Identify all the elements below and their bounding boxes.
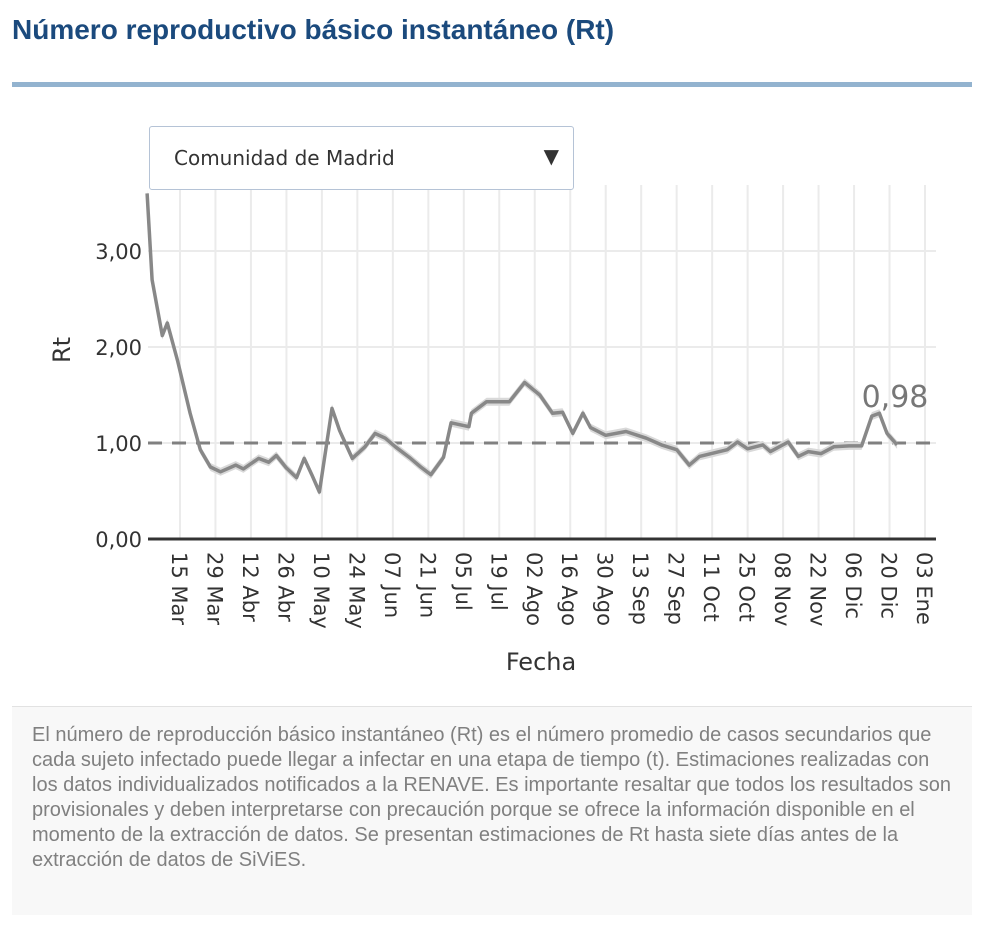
x-tick-label: 24 May bbox=[344, 552, 368, 629]
x-tick-label: 21 Jun bbox=[415, 552, 439, 618]
confidence-band bbox=[147, 189, 898, 496]
y-tick-labels: 0,00 1,00 2,00 3,00 bbox=[95, 240, 142, 552]
x-tick-label: 29 Mar bbox=[202, 552, 226, 625]
x-tick-label: 03 Ene bbox=[912, 552, 936, 625]
x-tick-labels: 15 Mar 29 Mar 12 Abr 26 Abr 10 May 24 May 07 J… bbox=[167, 552, 936, 629]
x-tick-label: 02 Ago bbox=[522, 552, 546, 626]
description-note: El número de reproducción básico instant… bbox=[12, 706, 972, 915]
x-tick-label: 26 Abr bbox=[273, 552, 297, 622]
y-tick-label: 3,00 bbox=[95, 240, 142, 264]
x-tick-label: 20 Dic bbox=[877, 552, 901, 619]
page-title: Número reproductivo básico instantáneo (… bbox=[12, 14, 615, 45]
x-tick-label: 05 Jul bbox=[451, 552, 475, 611]
y-tick-label: 1,00 bbox=[95, 432, 142, 456]
title-divider bbox=[12, 82, 972, 87]
series-line-rt bbox=[145, 193, 899, 494]
x-tick-label: 12 Abr bbox=[238, 552, 262, 622]
x-tick-label: 16 Ago bbox=[557, 552, 581, 626]
grid bbox=[148, 185, 936, 539]
last-value-label: 0,98 bbox=[862, 380, 929, 415]
y-tick-label: 0,00 bbox=[95, 528, 142, 552]
x-tick-label: 22 Nov bbox=[806, 552, 830, 626]
rt-chart: 0,00 1,00 2,00 3,00 15 Mar 29 Mar 12 Abr 26 Ab… bbox=[48, 185, 936, 676]
x-tick-label: 13 Sep bbox=[628, 552, 652, 625]
x-tick-label: 19 Jul bbox=[486, 552, 510, 611]
x-tick-label: 27 Sep bbox=[664, 552, 688, 625]
x-axis-label: Fecha bbox=[506, 648, 576, 676]
x-tick-label: 08 Nov bbox=[770, 552, 794, 626]
x-tick-label: 07 Jun bbox=[380, 552, 404, 618]
region-select-value: Comunidad de Madrid bbox=[174, 146, 395, 170]
y-tick-label: 2,00 bbox=[95, 336, 142, 360]
x-tick-label: 10 May bbox=[309, 552, 333, 629]
x-tick-label: 25 Oct bbox=[735, 552, 759, 622]
triangle-down-icon[interactable]: ▼ bbox=[543, 144, 559, 168]
x-tick-label: 30 Ago bbox=[593, 552, 617, 626]
region-select[interactable]: Comunidad de Madrid ▼ bbox=[149, 126, 574, 190]
x-tick-label: 15 Mar bbox=[167, 552, 191, 625]
x-tick-label: 06 Dic bbox=[841, 552, 865, 619]
x-tick-label: 11 Oct bbox=[699, 552, 723, 622]
y-axis-label: Rt bbox=[48, 337, 76, 363]
